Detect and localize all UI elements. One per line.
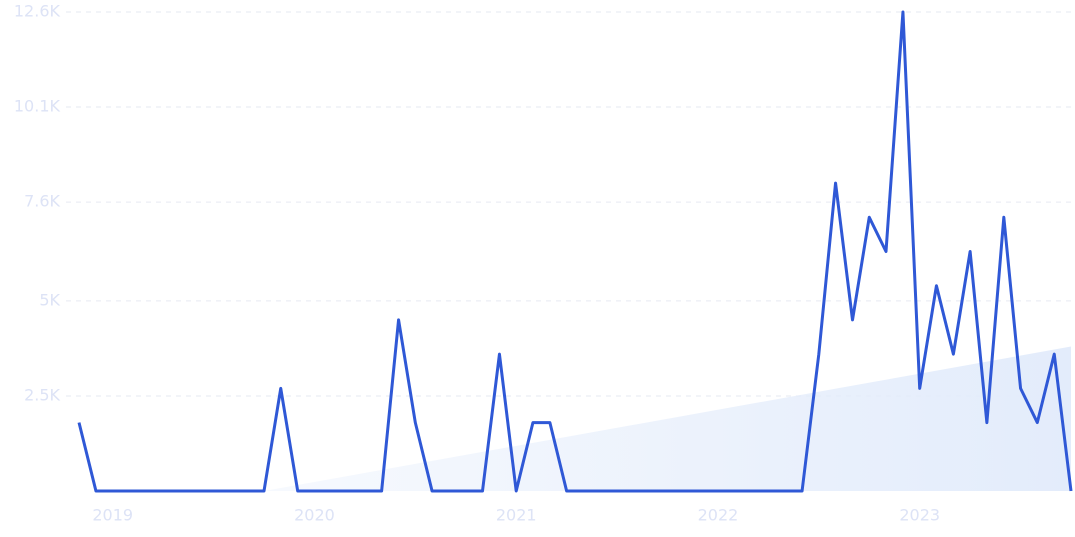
line: [77, 10, 1073, 493]
x-tick-label: 2023: [899, 506, 940, 525]
trend-area: [264, 346, 1071, 491]
x-tick-label: 2020: [294, 506, 335, 525]
y-tick-label: 5K: [39, 290, 60, 309]
x-tick-label: 2019: [92, 506, 133, 525]
x-tick-label: 2022: [698, 506, 739, 525]
y-tick-label: 2.5K: [24, 385, 60, 404]
y-tick-label: 12.6K: [14, 2, 61, 21]
x-tick-label: 2021: [496, 506, 537, 525]
y-tick-label: 7.6K: [24, 192, 60, 211]
y-tick-label: 10.1K: [14, 97, 61, 116]
